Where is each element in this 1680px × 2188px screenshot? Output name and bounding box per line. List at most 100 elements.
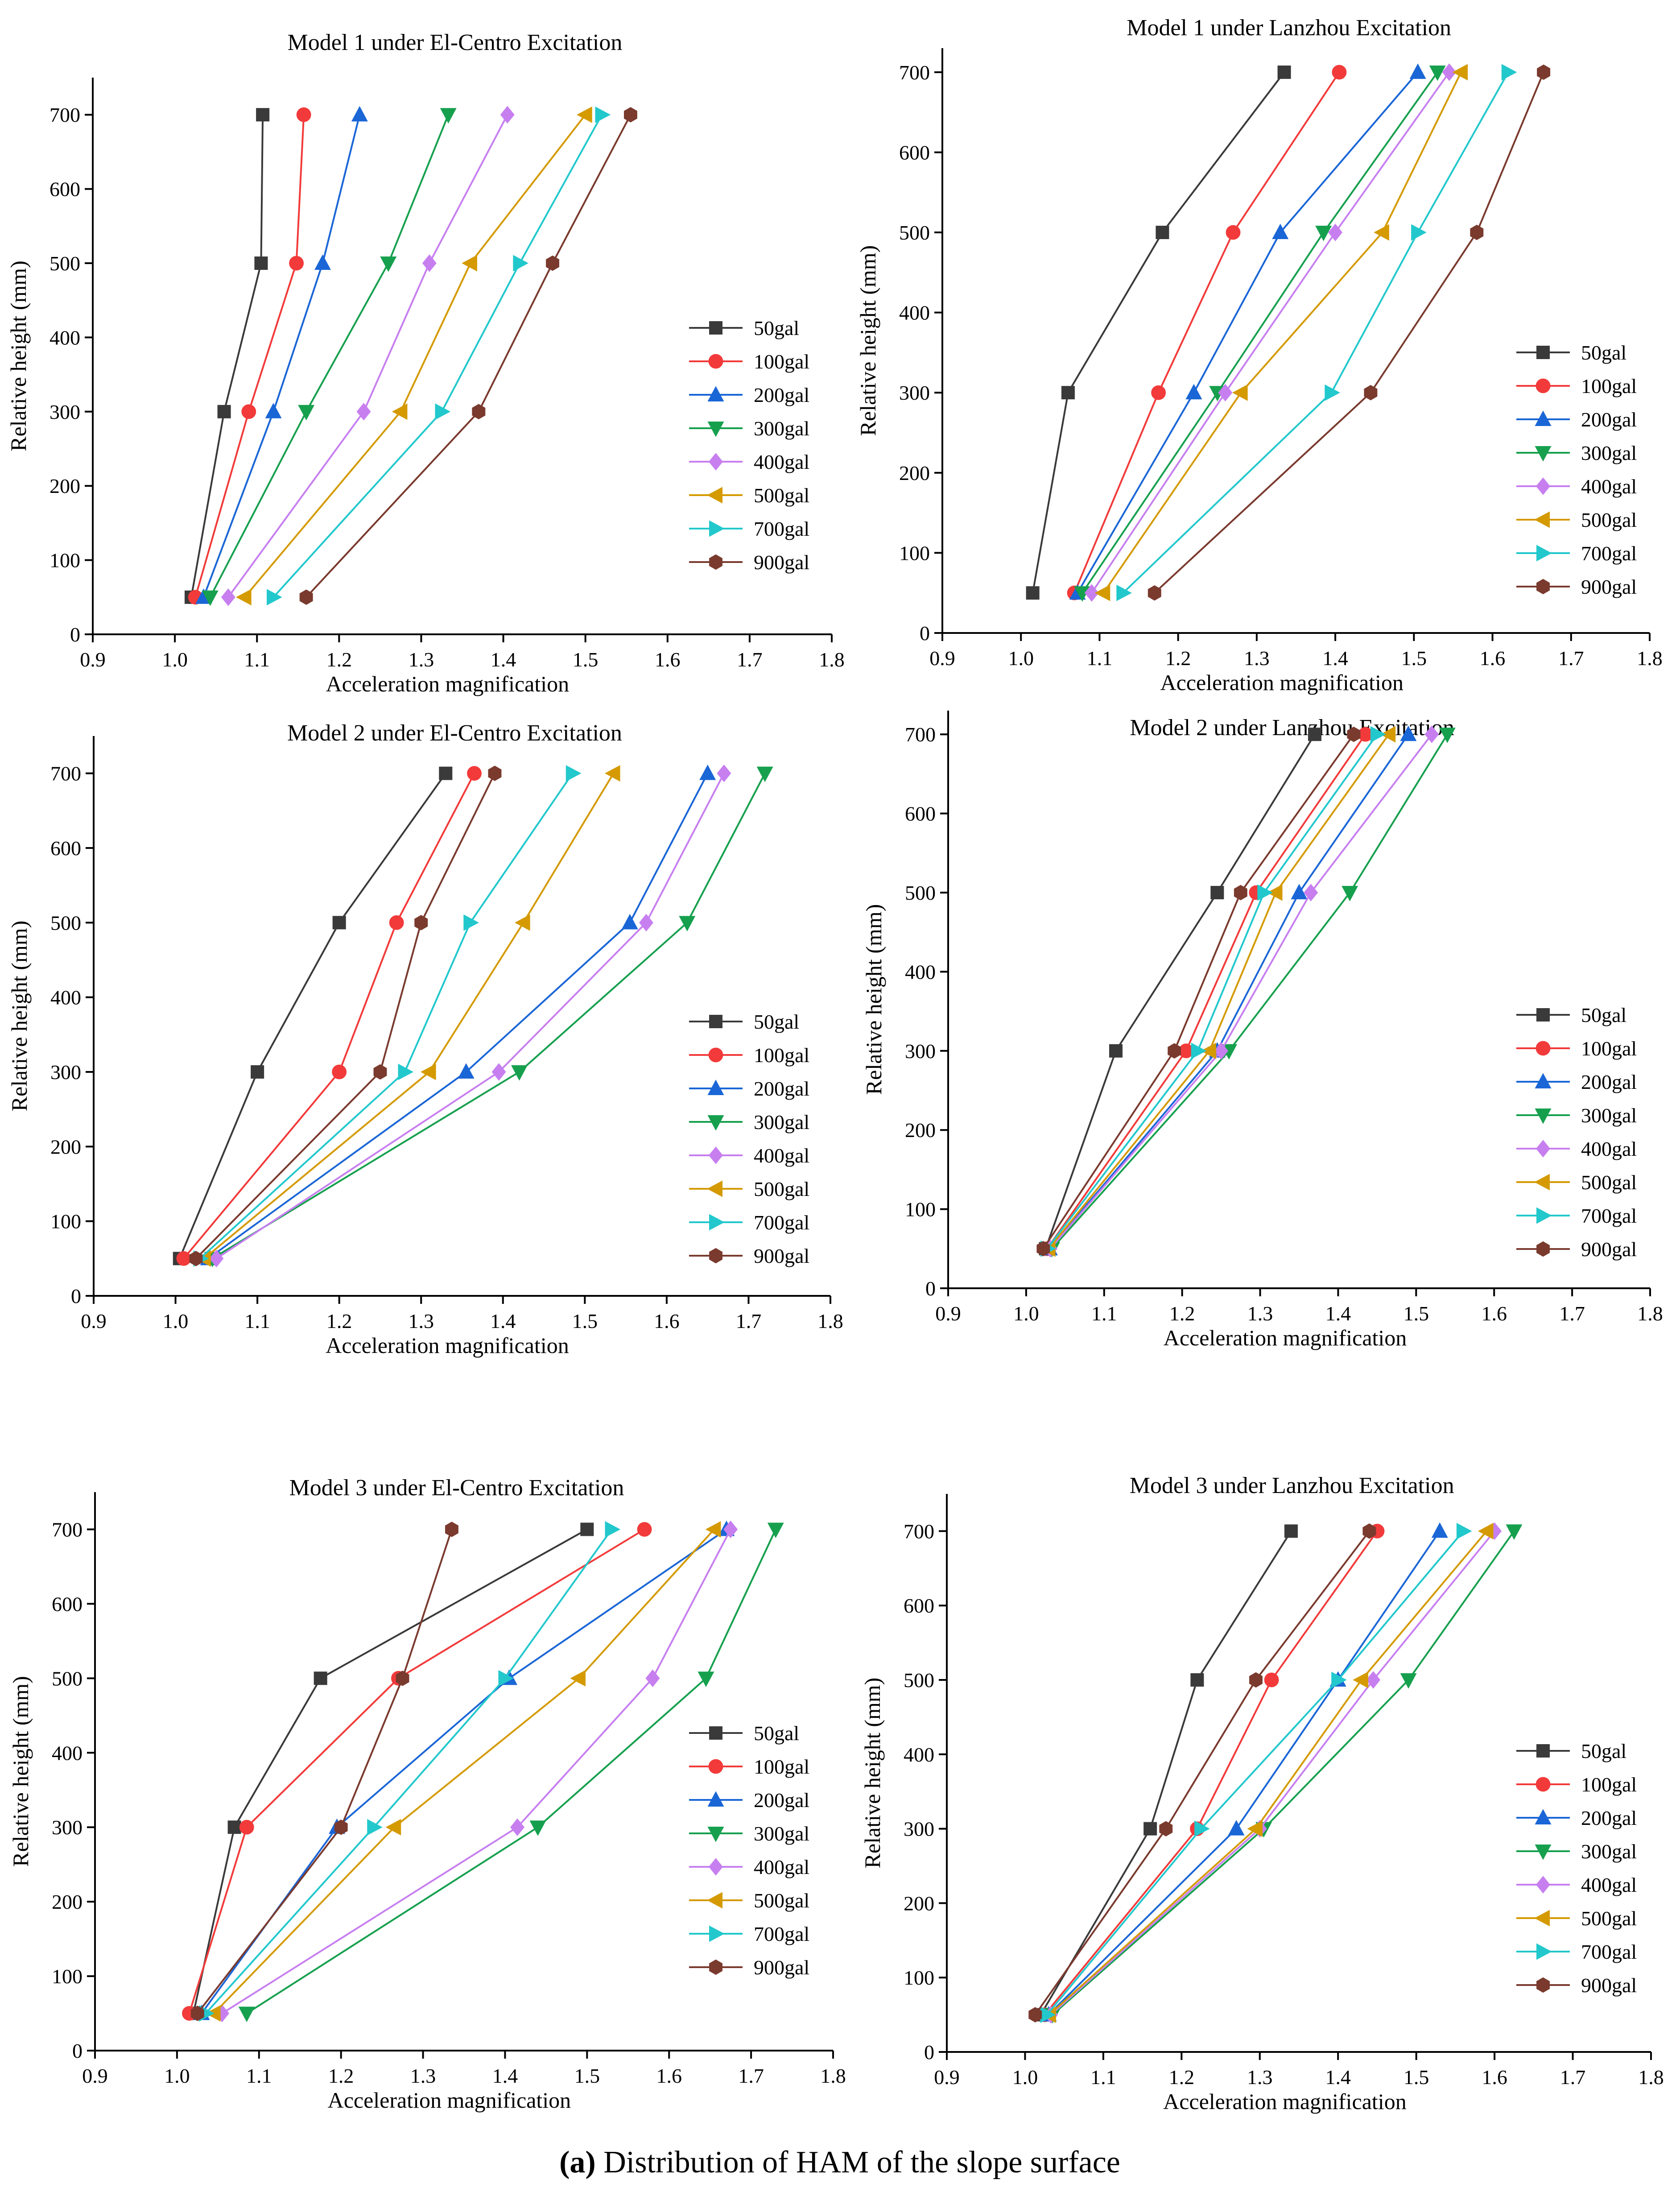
series-line-200gal	[1048, 734, 1409, 1249]
y-tick-label: 600	[50, 837, 81, 860]
series-line-500gal	[1048, 734, 1390, 1249]
data-point-400gal	[1304, 884, 1318, 902]
data-point-200gal	[1291, 884, 1308, 900]
legend: 50gal 100gal 200gal 300gal 400gal 500gal 700ga…	[689, 317, 809, 574]
legend-marker-400gal	[709, 453, 723, 471]
data-point-100gal	[467, 766, 482, 781]
legend-label-200gal: 200gal	[1581, 1807, 1637, 1829]
legend-marker-300gal	[707, 1827, 724, 1842]
data-point-900gal	[488, 765, 502, 781]
data-point-500gal	[1267, 884, 1283, 901]
series-line-200gal	[1048, 1530, 1441, 2016]
series-line-100gal	[1046, 734, 1366, 1249]
series-line-700gal	[205, 1529, 613, 2014]
chart-title: Model 2 under El-Centro Excitation	[287, 720, 622, 746]
legend-label-400gal: 400gal	[1581, 1137, 1637, 1160]
legend-label-50gal: 50gal	[1581, 341, 1626, 364]
legend-label-700gal: 700gal	[754, 1923, 809, 1945]
data-point-200gal	[699, 765, 716, 780]
x-tick-label: 1.2	[326, 648, 352, 671]
x-tick-label: 1.6	[1482, 2066, 1507, 2089]
y-tick-label: 200	[904, 1892, 934, 1915]
legend-marker-400gal	[1536, 1876, 1550, 1894]
data-point-100gal	[1179, 1043, 1193, 1059]
y-tick-label: 0	[925, 1277, 936, 1300]
data-point-400gal	[717, 764, 731, 782]
data-point-400gal	[221, 588, 235, 606]
legend-marker-50gal	[709, 1726, 722, 1740]
x-tick-label: 0.9	[935, 1302, 961, 1325]
data-point-300gal	[1439, 728, 1456, 743]
legend-label-200gal: 200gal	[754, 384, 809, 406]
data-point-300gal	[1315, 226, 1332, 241]
series-line-50gal	[192, 1528, 588, 2014]
x-tick-label: 1.2	[1165, 647, 1191, 670]
data-point-500gal	[1232, 384, 1248, 401]
data-point-500gal	[1452, 64, 1468, 81]
legend-marker-100gal	[708, 354, 723, 369]
chart-title: Model 2 under Lanzhou Excitation	[1130, 715, 1454, 740]
series-line-300gal	[1052, 1530, 1515, 2016]
y-tick-label: 100	[904, 1966, 934, 1989]
data-point-300gal	[380, 256, 397, 272]
data-point-400gal	[209, 1249, 224, 1268]
chart-panel-3: 0.9 1.0 1.1 1.2 1.3 1.4 1.5 1.6 1.7 1.8 0 100 200 300…	[7, 720, 843, 1358]
series-line-400gal	[1049, 734, 1432, 1249]
series-line-700gal	[272, 114, 603, 598]
legend-label-500gal: 500gal	[754, 1889, 809, 1912]
data-point-400gal	[1328, 223, 1343, 241]
y-tick-label: 400	[905, 960, 936, 983]
data-point-900gal	[1347, 726, 1361, 742]
data-point-700gal	[605, 1521, 621, 1538]
x-tick-label: 1.7	[1559, 1302, 1585, 1325]
data-point-900gal	[1168, 1043, 1181, 1059]
legend-label-300gal: 300gal	[1581, 1104, 1637, 1127]
data-point-50gal	[1156, 226, 1169, 240]
data-point-400gal	[356, 403, 371, 421]
y-tick-label: 0	[924, 2041, 934, 2064]
legend-marker-700gal	[709, 1214, 725, 1231]
chart-panel-6: 0.9 1.0 1.1 1.2 1.3 1.4 1.5 1.6 1.7 1.8 0 100 200 300…	[860, 1473, 1664, 2114]
data-point-400gal	[723, 1520, 738, 1539]
legend-label-900gal: 900gal	[1581, 575, 1637, 598]
legend-label-50gal: 50gal	[754, 1010, 799, 1033]
legend-label-100gal: 100gal	[1581, 375, 1637, 397]
legend-marker-200gal	[707, 1791, 724, 1807]
legend-label-500gal: 500gal	[1581, 1171, 1637, 1194]
data-point-700gal	[498, 1670, 514, 1687]
data-point-900gal	[445, 1522, 458, 1537]
data-point-50gal	[217, 405, 231, 418]
series-line-500gal	[1102, 71, 1462, 594]
x-axis-label: Acceleration magnification	[1163, 2089, 1407, 2114]
legend-label-100gal: 100gal	[754, 1044, 809, 1067]
series-line-200gal	[207, 773, 709, 1259]
data-point-500gal	[1478, 1522, 1494, 1539]
data-point-500gal	[420, 1063, 436, 1080]
legend-label-200gal: 200gal	[754, 1789, 809, 1812]
caption-label: (a)	[559, 2145, 596, 2180]
x-tick-label: 1.2	[1169, 2066, 1195, 2089]
x-tick-label: 1.5	[572, 1310, 598, 1332]
series-line-500gal	[1048, 1530, 1488, 2016]
y-tick-label: 300	[50, 401, 80, 423]
chart-title: Model 3 under Lanzhou Excitation	[1130, 1473, 1454, 1498]
data-point-200gal	[1409, 63, 1426, 79]
data-point-200gal	[1431, 1522, 1448, 1538]
data-point-500gal	[1353, 1671, 1368, 1688]
legend-marker-500gal	[1534, 1910, 1550, 1927]
legend-label-700gal: 700gal	[1581, 1940, 1637, 1963]
data-point-300gal	[529, 1820, 546, 1836]
legend-marker-400gal	[709, 1858, 723, 1876]
series-line-200gal	[202, 114, 361, 598]
x-axis-label: Acceleration magnification	[328, 2088, 571, 2113]
data-point-400gal	[1214, 1042, 1229, 1060]
data-point-500gal	[705, 1521, 721, 1538]
data-point-400gal	[1366, 1671, 1381, 1689]
data-point-200gal	[265, 403, 282, 418]
series-line-200gal	[1077, 71, 1419, 594]
data-point-400gal	[1424, 725, 1439, 744]
x-tick-label: 1.3	[1247, 1302, 1273, 1325]
x-tick-label: 1.0	[164, 2064, 190, 2087]
x-tick-label: 1.1	[244, 1310, 270, 1332]
data-point-200gal	[458, 1063, 475, 1079]
